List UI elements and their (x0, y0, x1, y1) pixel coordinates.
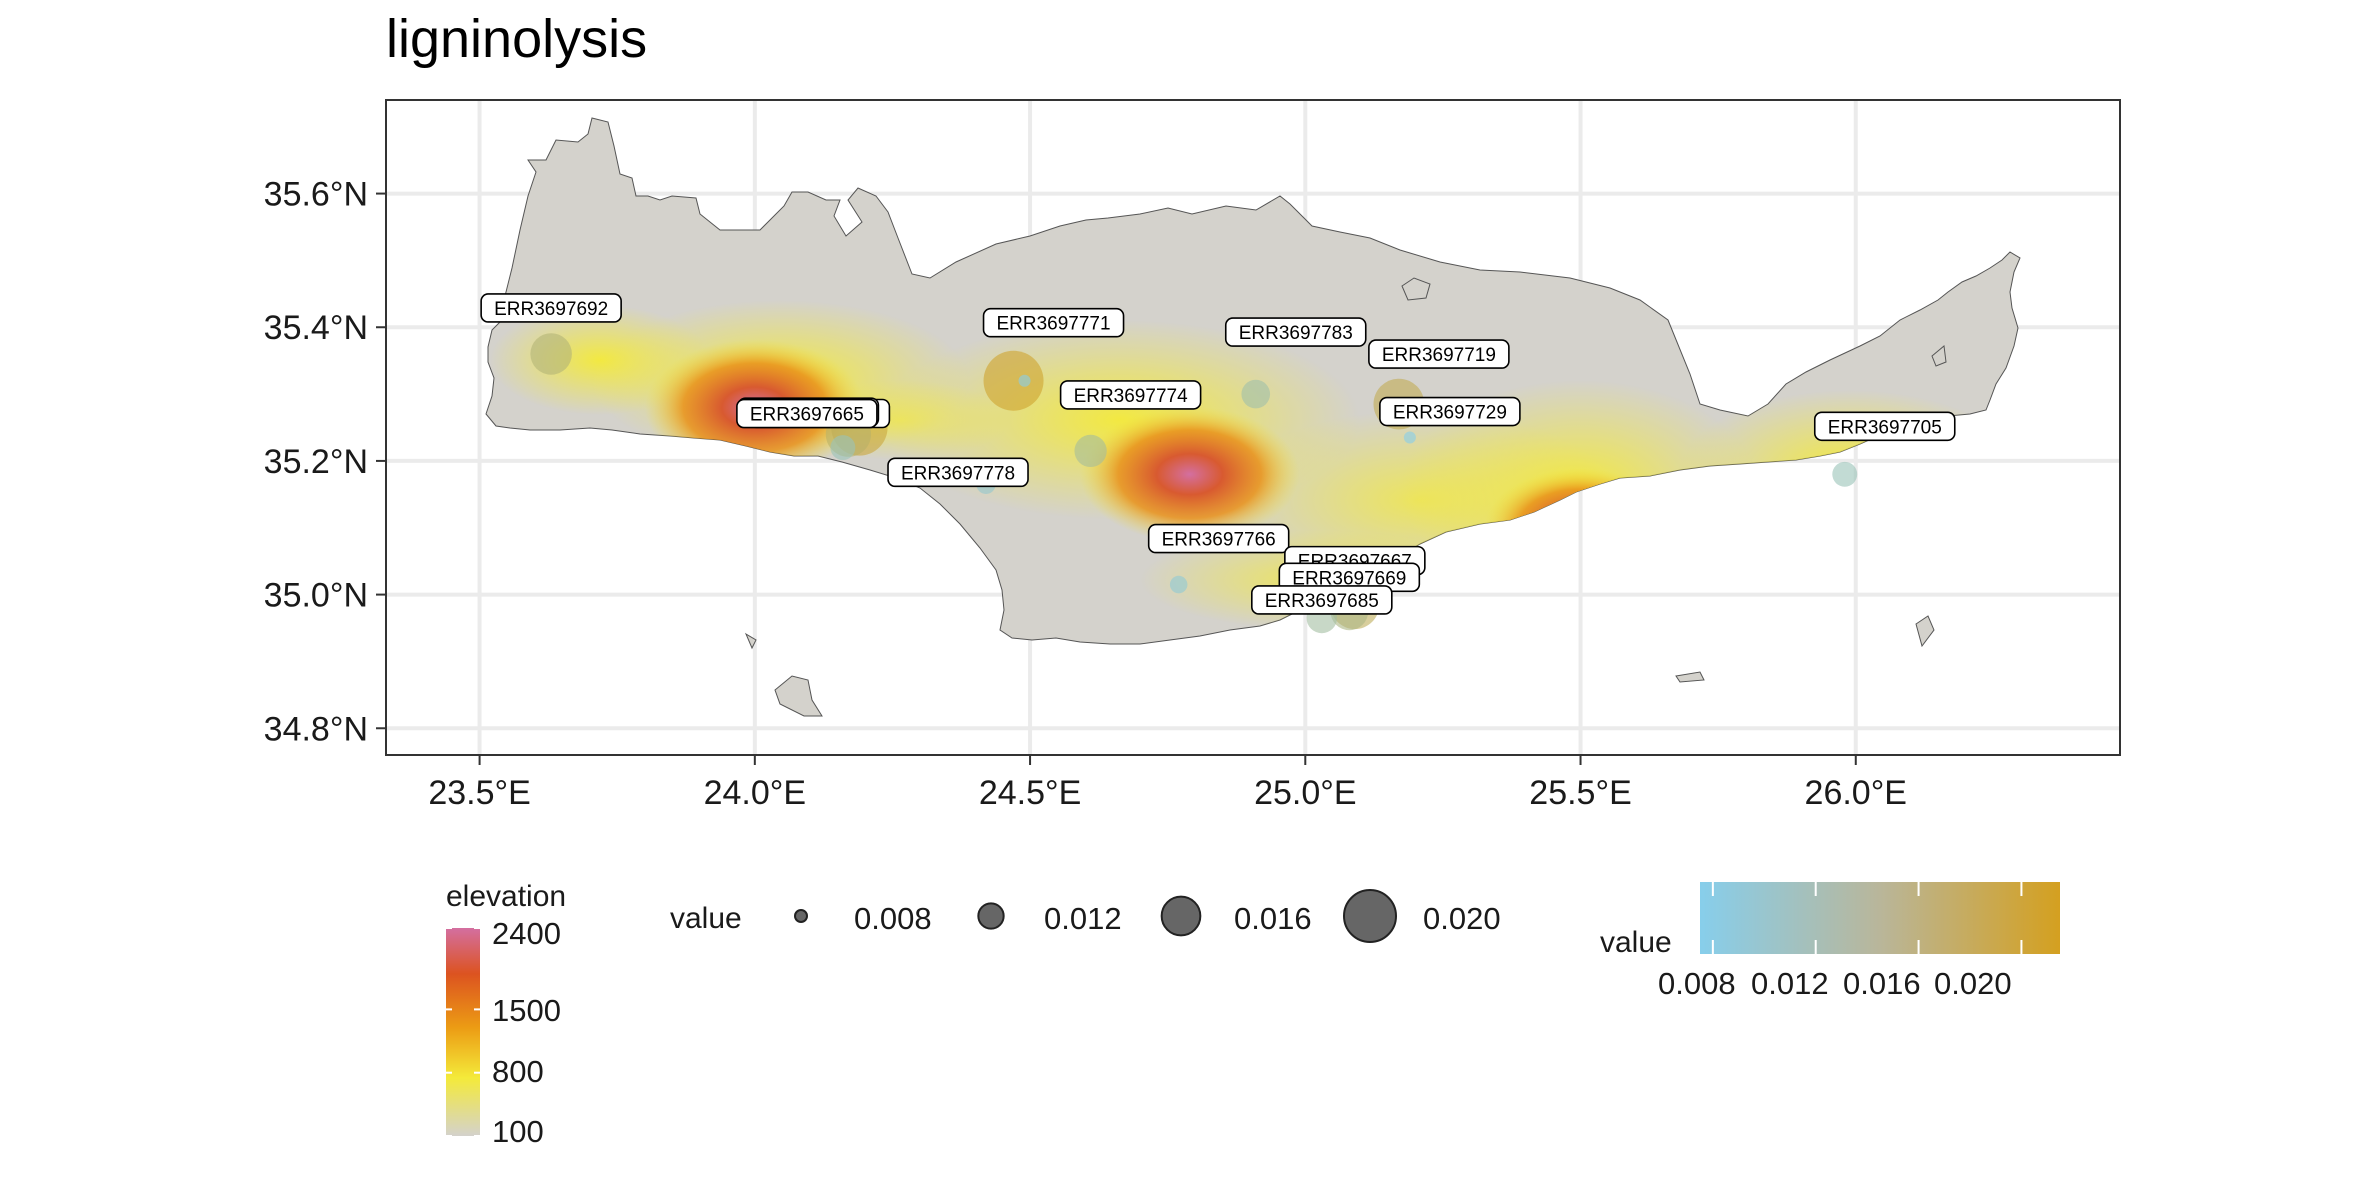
elevation-colorbar (446, 928, 480, 1136)
label-box (1813, 411, 1956, 442)
size-legend-key (977, 902, 1005, 930)
size-legend (794, 889, 1397, 943)
sample-label: ERR3697766 (1147, 523, 1290, 554)
elevation-legend-label: 800 (492, 1054, 544, 1089)
label-box (736, 398, 878, 429)
y-tick-label: 34.8°N (264, 710, 368, 748)
sample-point (1018, 374, 1031, 387)
panel-border (385, 99, 2121, 756)
label-box (1224, 317, 1367, 347)
size-legend-title: value (670, 902, 742, 935)
y-tick-label: 35.6°N (264, 176, 368, 214)
elevation-legend (446, 927, 480, 1137)
sample-label: ERR3697685 (1251, 585, 1393, 615)
sample-label: ERR3697774 (1059, 380, 1202, 410)
sample-point (1074, 434, 1107, 468)
sample-label: ERR3697669 (1278, 562, 1421, 593)
label-box (1379, 396, 1521, 427)
y-tick-label: 35.2°N (264, 443, 368, 481)
label-box (480, 293, 622, 323)
sample-label: ERR3697778 (887, 457, 1029, 488)
label-box (887, 457, 1029, 488)
label-text: ERR3697766 (1162, 530, 1276, 551)
label-text: ERR3697729 (1393, 403, 1507, 424)
color-legend-label: 0.008 (1658, 966, 1736, 1001)
x-tick-label: 25.0°E (1254, 774, 1356, 812)
label-text: ERR3697774 (1074, 386, 1189, 407)
size-legend-label: 0.016 (1234, 901, 1312, 936)
color-legend-title: value (1600, 926, 1672, 959)
sample-label: ERR3697692 (480, 293, 622, 323)
label-text: ERR3697771 (996, 314, 1110, 335)
sample-label: ERR3697665 (736, 398, 878, 429)
elevation-legend-label: 2400 (492, 916, 561, 951)
sample-label: ERR3697705 (1813, 411, 1956, 442)
sample-point (1403, 431, 1416, 444)
x-axis: 23.5°E 24.0°E 24.5°E 25.0°E 25.5°E 26.0°E (428, 755, 1907, 812)
sample-label: ERR3697771 (982, 307, 1125, 338)
label-text: ERR3697783 (1239, 323, 1353, 344)
label-box (1147, 523, 1290, 554)
size-legend-label: 0.012 (1044, 901, 1122, 936)
x-tick-label: 24.0°E (704, 774, 806, 812)
minor-islands (744, 277, 1947, 717)
label-box (1059, 380, 1202, 410)
label-box (982, 307, 1125, 338)
y-axis: 34.8°N 35.0°N 35.2°N 35.4°N 35.6°N (264, 176, 386, 748)
size-legend-key (1343, 889, 1397, 943)
size-legend-label: 0.020 (1423, 901, 1501, 936)
size-legend-key (794, 909, 808, 923)
sample-label: ERR3697719 (1368, 339, 1510, 369)
sample-point (1169, 575, 1188, 594)
label-box (1368, 339, 1510, 369)
sample-labels: ERR3697692ERR3697771ERR3697663ERR3697668… (480, 293, 1956, 615)
elevation-peak (1079, 406, 1300, 543)
elevation-legend-label: 100 (492, 1114, 544, 1149)
color-legend (1700, 882, 2060, 954)
label-text: ERR3697685 (1265, 591, 1379, 612)
color-legend-label: 0.016 (1843, 966, 1921, 1001)
sample-point (830, 435, 856, 461)
sample-point (530, 333, 572, 375)
y-tick-label: 35.0°N (264, 577, 368, 615)
label-text: ERR3697719 (1382, 345, 1496, 366)
x-tick-label: 25.5°E (1529, 774, 1631, 812)
elevation-legend-title: elevation (446, 880, 567, 913)
size-legend-label: 0.008 (854, 901, 932, 936)
sample-label: ERR3697783 (1224, 317, 1367, 347)
label-text: ERR3697692 (494, 299, 608, 320)
sample-label: ERR3697729 (1379, 396, 1521, 427)
sample-point (983, 350, 1044, 411)
value-colorbar (1700, 882, 2060, 954)
y-tick-label: 35.4°N (264, 309, 368, 347)
label-text: ERR3697665 (750, 405, 864, 426)
elevation-legend-label: 1500 (492, 993, 561, 1028)
color-legend-label: 0.012 (1751, 966, 1829, 1001)
label-box (1251, 585, 1393, 615)
sample-point (1832, 461, 1858, 487)
color-legend-label: 0.020 (1934, 966, 2012, 1001)
label-text: ERR3697778 (901, 463, 1015, 484)
size-legend-key (1160, 895, 1202, 937)
x-tick-label: 24.5°E (979, 774, 1081, 812)
x-tick-label: 23.5°E (428, 774, 530, 812)
label-text: ERR3697669 (1292, 568, 1406, 589)
sample-point (1241, 379, 1271, 409)
map-title: ligninolysis (386, 9, 648, 69)
x-tick-label: 26.0°E (1805, 774, 1907, 812)
label-text: ERR3697705 (1828, 417, 1942, 438)
